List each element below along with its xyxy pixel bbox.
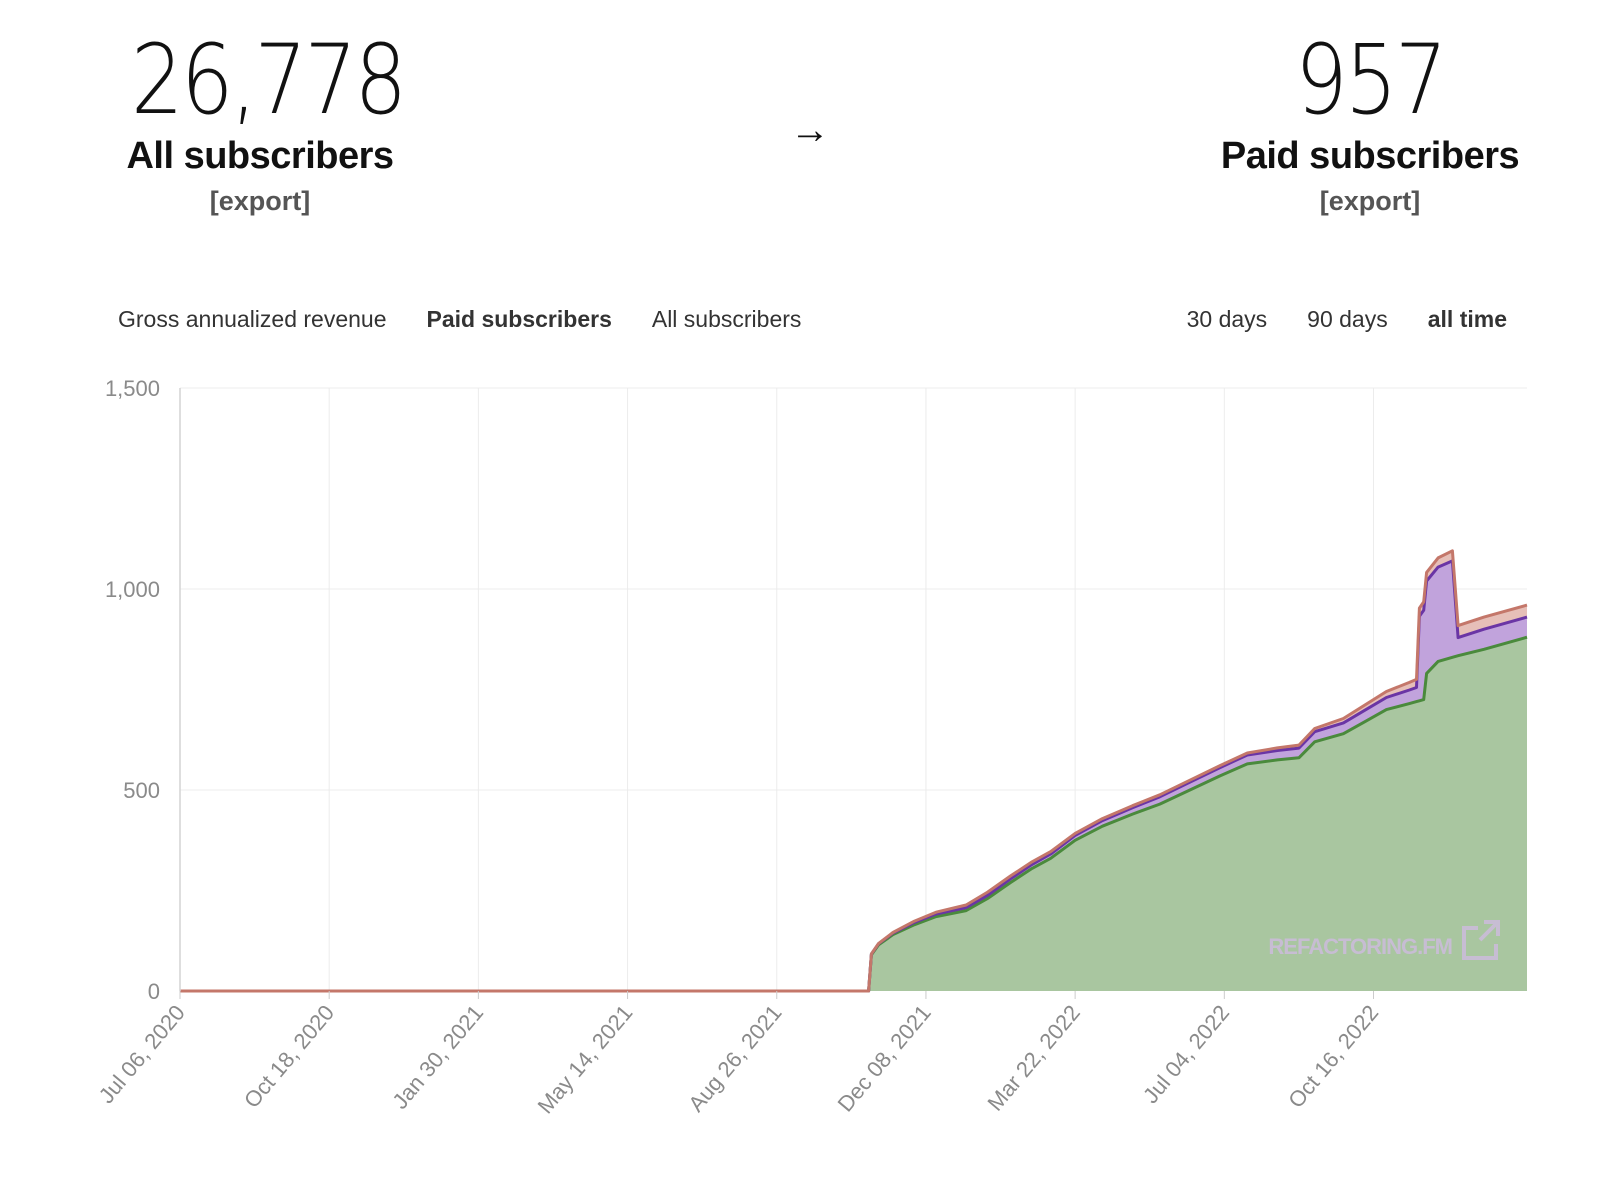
watermark[interactable]: REFACTORING.FM [1268, 920, 1500, 960]
x-tick-label: Jul 04, 2022 [1138, 1000, 1234, 1108]
tab-90-days[interactable]: 90 days [1307, 306, 1388, 332]
paid-subscribers-stat: 957 Paid subscribers [export] [1220, 28, 1520, 217]
all-subscribers-label: All subscribers [126, 135, 394, 177]
x-tick-label: Aug 26, 2021 [683, 1000, 786, 1116]
x-tick-label: Oct 16, 2022 [1283, 1000, 1383, 1113]
x-tick-label: Oct 18, 2020 [239, 1000, 339, 1113]
x-tick-label: Jan 30, 2021 [387, 1000, 488, 1114]
y-tick-label: 500 [123, 778, 160, 803]
metric-tabs: Gross annualized revenue Paid subscriber… [118, 306, 801, 333]
x-tick-label: Mar 22, 2022 [982, 1000, 1084, 1115]
y-tick-label: 0 [148, 979, 160, 1004]
paid-subscribers-chart: 0 500 1,000 1,500 Jul 06, 2020 Oct 18, 2020 Ja… [94, 376, 1528, 1118]
x-tick-label: Dec 08, 2021 [832, 1000, 935, 1116]
series-line [180, 559, 1528, 993]
tab-all-subscribers[interactable]: All subscribers [651, 306, 802, 332]
all-subscribers-export-link[interactable]: [export] [209, 186, 311, 216]
paid-subscribers-label: Paid subscribers [1220, 135, 1520, 177]
tab-paid-subscribers[interactable]: Paid subscribers [426, 306, 612, 332]
y-tick-label: 1,000 [105, 577, 160, 602]
x-tick-label: Jul 06, 2020 [94, 1000, 190, 1108]
external-link-icon [1462, 920, 1500, 960]
x-tick-label: May 14, 2021 [533, 1000, 638, 1118]
axes: 0 500 1,000 1,500 Jul 06, 2020 Oct 18, 2020 Ja… [94, 376, 1384, 1118]
tab-gross-annualized-revenue[interactable]: Gross annualized revenue [118, 306, 387, 332]
series-areas [180, 549, 1528, 993]
all-subscribers-count: 26,778 [131, 24, 407, 136]
tab-all-time[interactable]: all time [1427, 306, 1507, 332]
paid-subscribers-count: 957 [1295, 24, 1447, 136]
paid-subscribers-export-link[interactable]: [export] [1319, 186, 1421, 216]
arrow-icon: → [790, 108, 830, 152]
tab-30-days[interactable]: 30 days [1186, 306, 1268, 332]
range-tabs: 30 days 90 days all time [1187, 306, 1507, 333]
all-subscribers-stat: 26,778 All subscribers [export] [110, 28, 410, 217]
series-area [180, 637, 1527, 991]
series-line [180, 635, 1528, 993]
series-line [180, 549, 1528, 993]
y-tick-label: 1,500 [105, 376, 160, 401]
watermark-text: REFACTORING.FM [1268, 934, 1452, 959]
